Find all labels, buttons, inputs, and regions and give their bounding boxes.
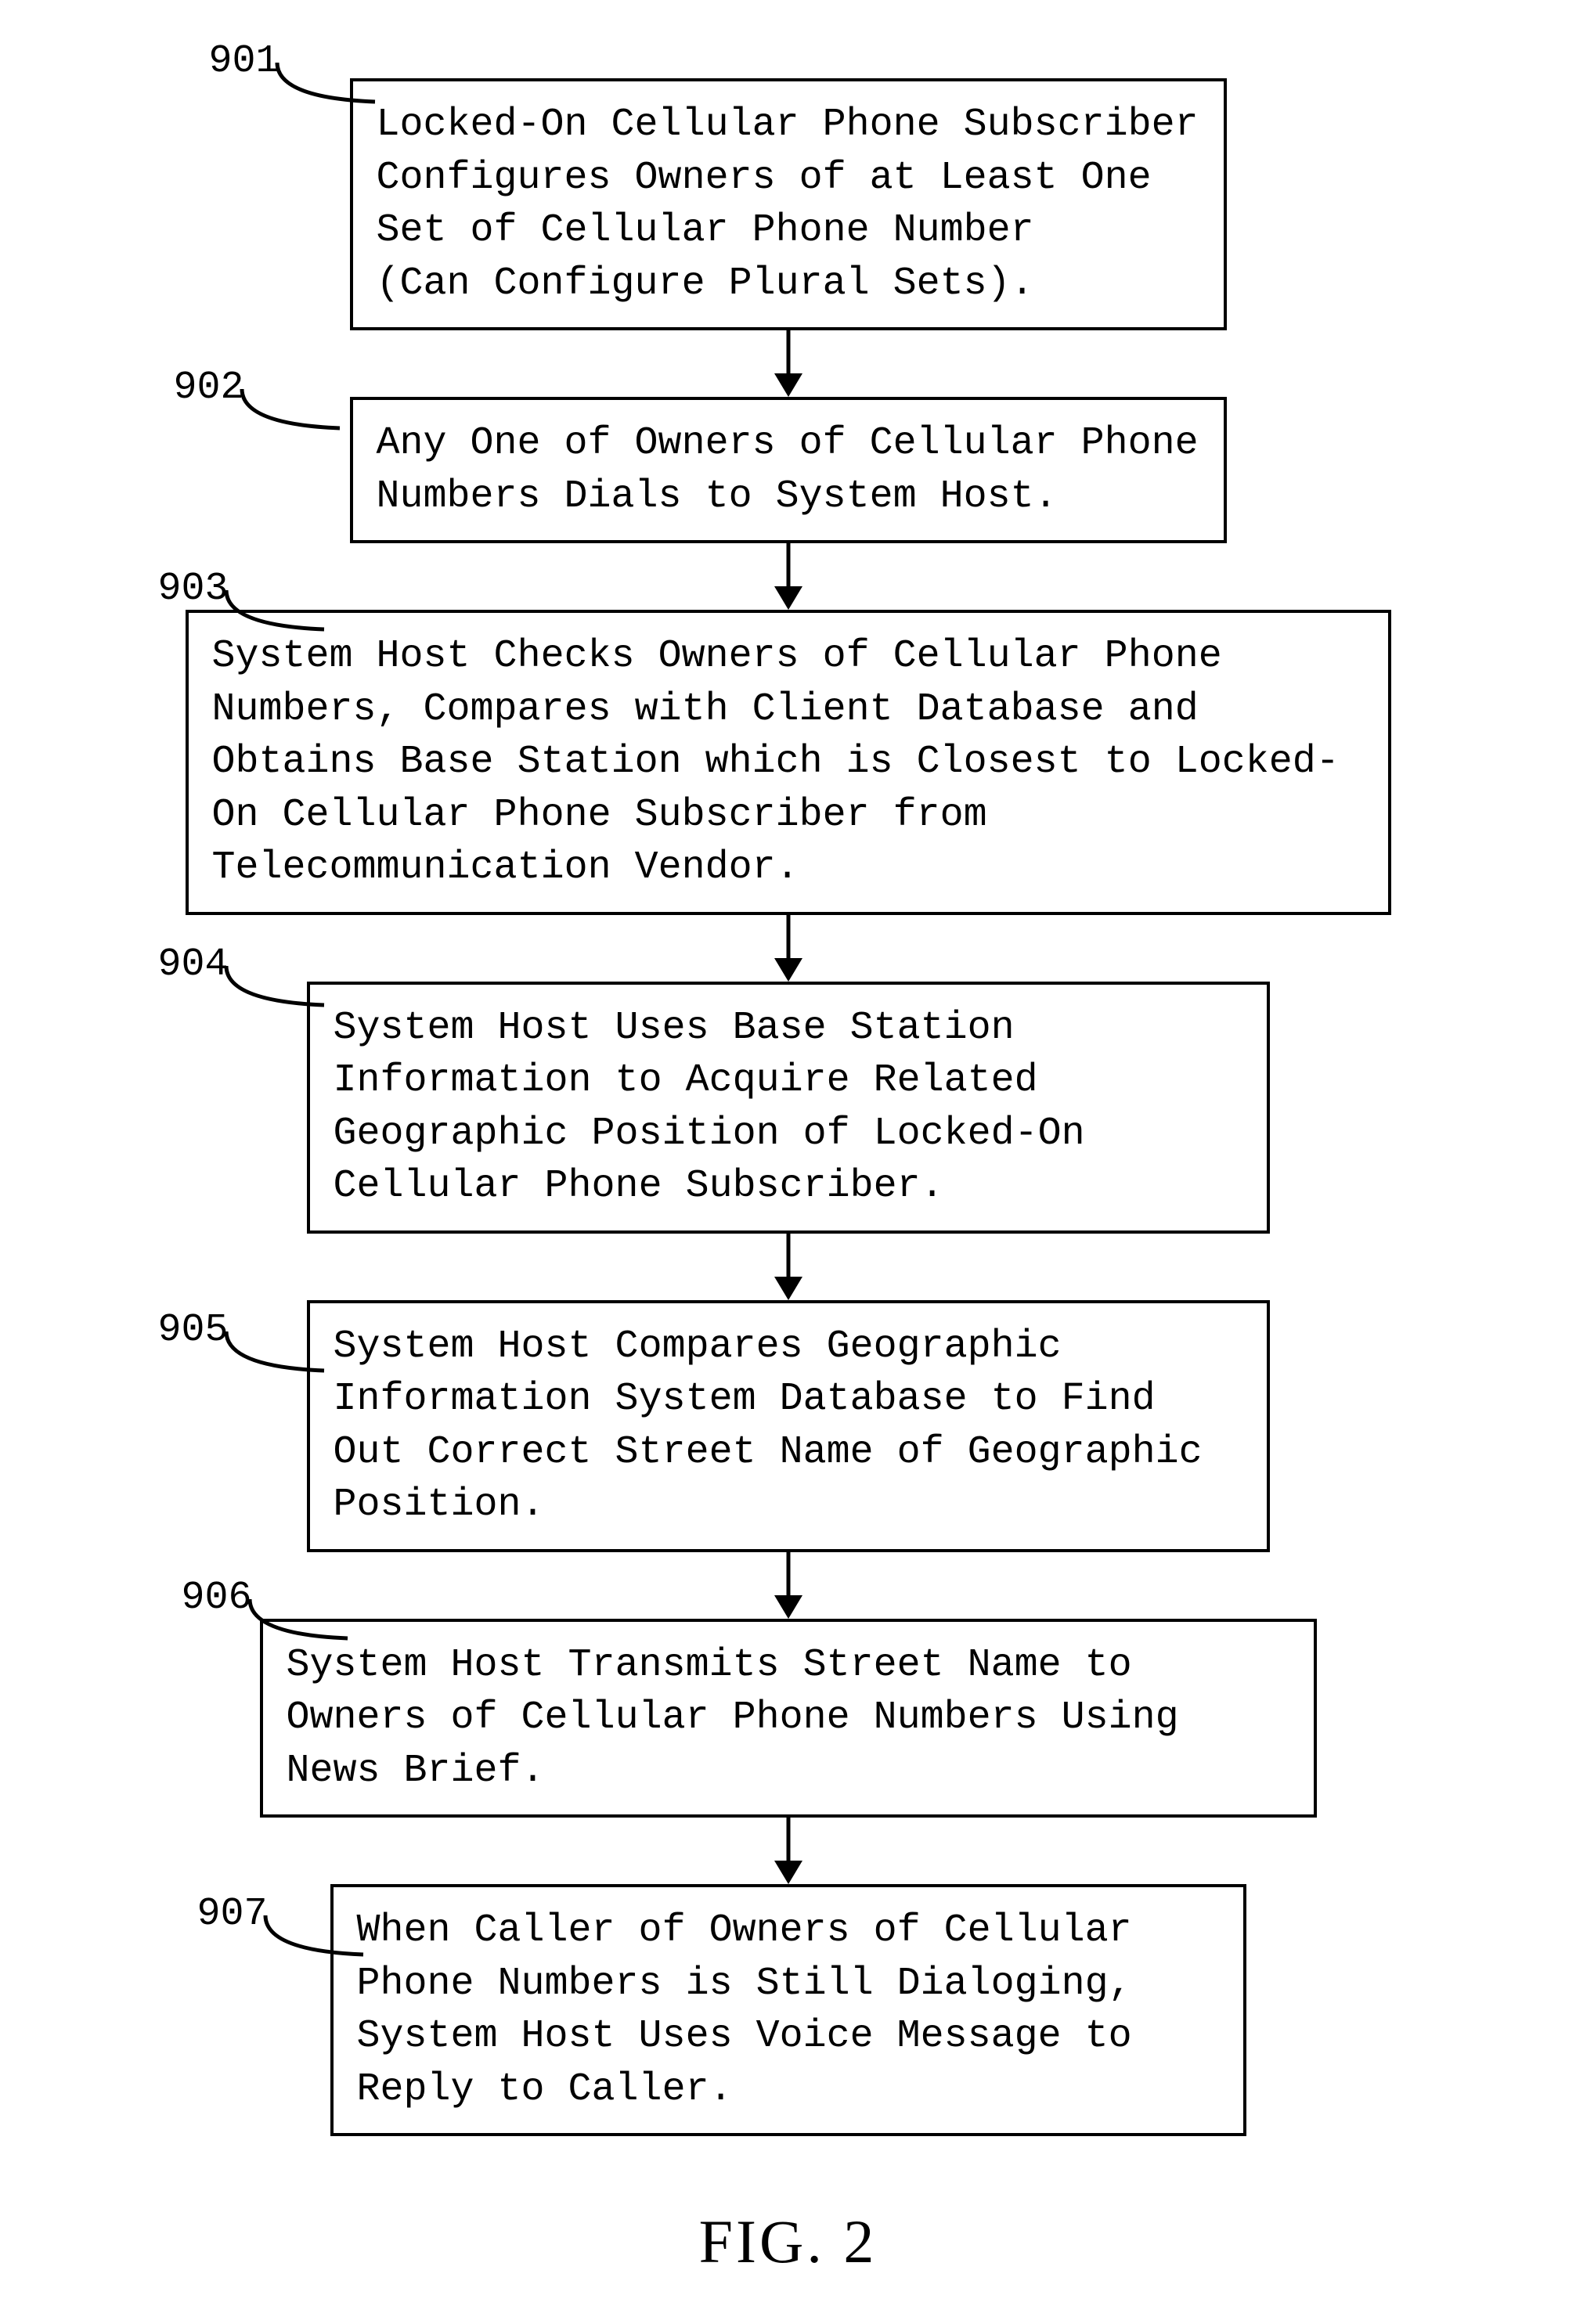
flowchart-step: System Host Uses Base Station Informatio… <box>307 982 1270 1234</box>
step-number: 907 <box>197 1892 268 1937</box>
step-number: 906 <box>182 1576 252 1620</box>
step-label-group: 902 <box>174 366 348 440</box>
pointer-curve <box>222 1324 332 1382</box>
step-box: When Caller of Owners of Cellular Phone … <box>330 1884 1246 2136</box>
step-box: System Host Uses Base Station Informatio… <box>307 982 1270 1234</box>
step-box: System Host Checks Owners of Cellular Ph… <box>186 610 1391 915</box>
step-label-group: 905 <box>158 1308 332 1382</box>
arrow <box>765 1818 812 1884</box>
flowchart-step: System Host Transmits Street Name to Own… <box>260 1619 1317 1818</box>
step-label-group: 907 <box>197 1892 371 1966</box>
pointer-curve <box>261 1908 371 1966</box>
step-number: 904 <box>158 942 229 987</box>
flowchart-step: Any One of Owners of Cellular Phone Numb… <box>350 397 1227 543</box>
pointer-curve <box>222 958 332 1017</box>
arrow <box>765 915 812 982</box>
step-number: 902 <box>174 366 244 410</box>
pointer-curve <box>273 55 383 113</box>
flowchart-step: When Caller of Owners of Cellular Phone … <box>330 1884 1246 2136</box>
step-label-group: 906 <box>182 1576 355 1650</box>
figure-label: FIG. 2 <box>699 2207 878 2277</box>
step-number: 901 <box>209 39 279 84</box>
step-box: Locked-On Cellular Phone Subscriber Conf… <box>350 78 1227 330</box>
step-label-group: 901 <box>209 39 383 113</box>
pointer-curve <box>238 381 348 440</box>
arrow <box>765 1234 812 1300</box>
step-box: System Host Transmits Street Name to Own… <box>260 1619 1317 1818</box>
pointer-curve <box>246 1591 355 1650</box>
pointer-curve <box>222 582 332 641</box>
flowchart-step: System Host Compares Geographic Informat… <box>307 1300 1270 1552</box>
flowchart-step: System Host Checks Owners of Cellular Ph… <box>186 610 1391 915</box>
step-box: Any One of Owners of Cellular Phone Numb… <box>350 397 1227 543</box>
arrow <box>765 1552 812 1619</box>
step-box: System Host Compares Geographic Informat… <box>307 1300 1270 1552</box>
step-number: 903 <box>158 567 229 611</box>
flowchart-step: Locked-On Cellular Phone Subscriber Conf… <box>350 78 1227 330</box>
step-number: 905 <box>158 1308 229 1353</box>
arrow <box>765 330 812 397</box>
flowchart-container: Locked-On Cellular Phone Subscriber Conf… <box>47 78 1529 2136</box>
step-label-group: 904 <box>158 942 332 1017</box>
arrow <box>765 543 812 610</box>
step-label-group: 903 <box>158 567 332 641</box>
